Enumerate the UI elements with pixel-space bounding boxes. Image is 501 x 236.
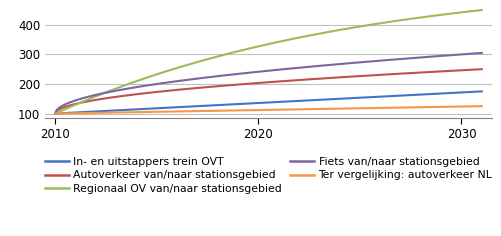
Legend: In- en uitstappers trein OVT, Autoverkeer van/naar stationsgebied, Regionaal OV : In- en uitstappers trein OVT, Autoverkee… (45, 157, 491, 194)
